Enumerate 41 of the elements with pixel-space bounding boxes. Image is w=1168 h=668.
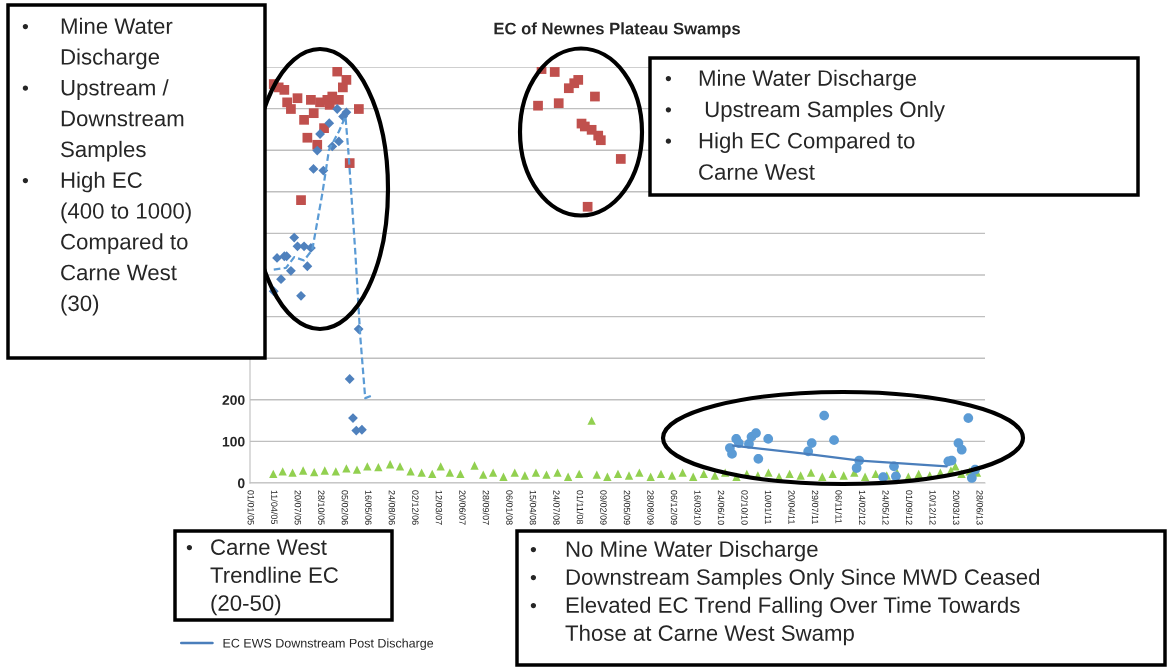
x-tick-label: 16/03/10 [694,490,701,525]
x-tick-label: 28/08/09 [647,490,654,525]
x-tick-label: 24/08/06 [388,490,396,525]
x-tick-label: 05/02/06 [341,490,349,525]
chart-title: EC of Newnes Plateau Swamps [494,22,740,38]
x-tick-label: 24/07/08 [553,490,560,525]
text: • No Mine Water Discharge • Downstream Samples Only Since MWD Ceased • Elevated EC Trend Falling Over Time Towards Those at Carne West Swamp [530,540,1040,646]
y-tick-label: 0 [237,478,245,489]
x-tick-label: 20/05/09 [623,490,631,525]
x-tick-label: 06/12/09 [670,490,678,525]
x-tick-label: 24/06/10 [717,490,725,525]
x-tick-label: 10/01/11 [764,490,772,524]
x-tick-label: 01/01/05 [247,490,255,525]
x-tick-label: 28/10/05 [318,490,325,525]
text: • Mine Water Discharge • Upstream / Downstream Samples • High EC (400 to 1000) Compared to Carne West (30) [22,17,191,316]
x-tick-label: 28/09/07 [482,490,490,525]
x-tick-label: 01/09/12 [905,490,913,525]
x-tick-label: 16/05/06 [365,490,372,525]
x-tick-label: 24/05/12 [882,490,890,525]
x-tick-label: 15/04/08 [529,490,537,525]
x-tick-label: 28/06/13 [976,490,984,525]
x-tick-label: 20/07/05 [294,490,302,525]
y-tick-label: 100 [222,436,245,447]
x-tick-label: 10/12/12 [929,490,937,525]
y-tick-label: 200 [222,395,245,405]
x-tick-label: 02/10/10 [741,490,748,525]
x-tick-label: 20/06/07 [459,490,466,525]
x-tick-label: 06/01/08 [506,490,513,525]
x-tick-label: 14/02/12 [858,490,866,525]
x-tick-label: 20/04/11 [788,490,795,524]
x-tick-label: 12/03/07 [435,490,443,525]
x-tick-label: 09/02/09 [600,490,607,525]
x-tick-label: 01/11/08 [576,490,584,525]
x-tick-label: 29/07/11 [811,490,819,524]
text: • Mine Water Discharge • Upstream Samples Only • High EC Compared to Carne West [665,69,945,180]
x-tick-label: 11/04/05 [271,490,278,525]
x-tick-label: 20/03/13 [952,490,960,525]
x-tick-label: 02/12/06 [412,490,419,525]
x-tick-label: 06/11/11 [835,490,843,524]
text: • Carne West Trendline EC (20-50) [186,539,339,616]
legend-label: EC EWS Downstream Post Discharge [223,638,434,651]
